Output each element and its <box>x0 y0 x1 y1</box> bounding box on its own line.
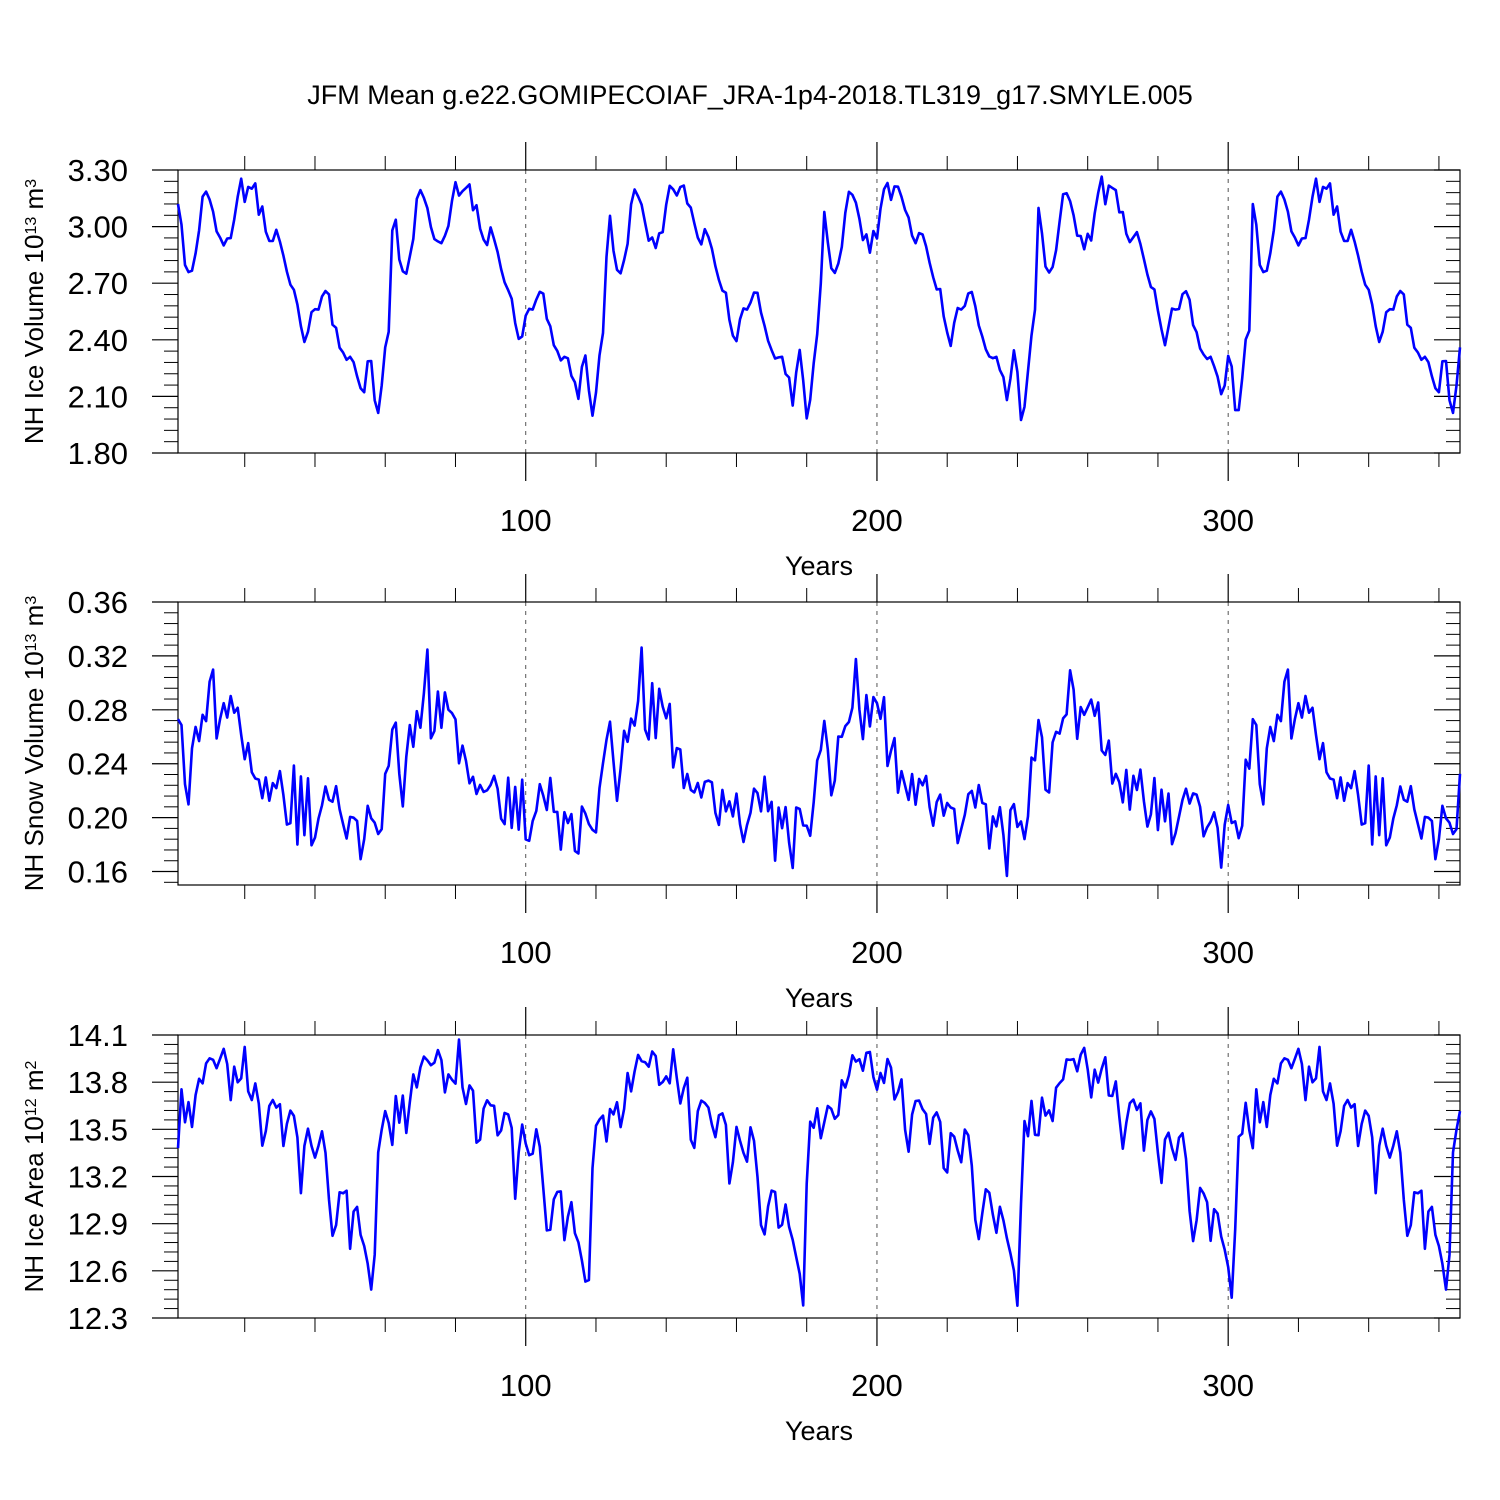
x-tick-label: 300 <box>1202 1368 1254 1403</box>
y-tick-label: 0.36 <box>68 585 128 620</box>
y-tick-label: 0.32 <box>68 639 128 674</box>
y-tick-label: 12.3 <box>68 1301 128 1336</box>
series-line <box>176 646 1462 878</box>
series-line <box>176 175 1462 422</box>
x-tick-label: 100 <box>500 935 552 970</box>
y-tick-label: 0.24 <box>68 747 128 782</box>
y-tick-label: 2.10 <box>68 379 128 414</box>
y-tick-label: 13.2 <box>68 1160 128 1195</box>
x-tick-label: 300 <box>1202 935 1254 970</box>
y-tick-label: 0.16 <box>68 855 128 890</box>
y-axis-label-part: m <box>19 1069 49 1098</box>
y-axis-label-superscript: 3 <box>23 179 40 188</box>
y-axis-label: NH Ice Volume 1013 m3 <box>19 179 49 444</box>
y-tick-label: 13.5 <box>68 1112 128 1147</box>
y-axis-label-part: NH Ice Volume 10 <box>19 235 49 445</box>
chart-title: JFM Mean g.e22.GOMIPECOIAF_JRA-1p4-2018.… <box>307 80 1193 110</box>
x-tick-label: 200 <box>851 935 903 970</box>
x-tick-label: 300 <box>1202 503 1254 538</box>
y-tick-label: 12.6 <box>68 1254 128 1289</box>
y-tick-label: 0.20 <box>68 801 128 836</box>
y-axis-label-superscript: 2 <box>23 1060 40 1069</box>
y-tick-label: 1.80 <box>68 436 128 471</box>
chart-panel-2: 100 200 300 0.16 0.20 0.24 0.28 0.32 0.36 Years NH… <box>19 574 1462 1013</box>
x-tick-label: 200 <box>851 1368 903 1403</box>
plot-frame <box>177 169 1461 454</box>
y-axis-label-superscript: 3 <box>23 596 40 605</box>
plot-frame <box>177 601 1461 886</box>
y-axis-label-part: m <box>19 605 49 634</box>
y-axis-label: NH Ice Area 1012 m2 <box>19 1060 49 1292</box>
y-axis-label-superscript: 12 <box>23 1098 40 1116</box>
y-axis-label-part: NH Ice Area 10 <box>19 1116 49 1292</box>
x-axis-label: Years <box>785 983 853 1013</box>
x-tick-label: 100 <box>500 503 552 538</box>
chart-panel-3: 100 200 300 12.3 12.6 12.9 13.2 13.5 13.8 14.1 Yea… <box>19 1007 1462 1446</box>
y-tick-label: 3.30 <box>68 153 128 188</box>
y-axis-label-superscript: 13 <box>23 633 40 651</box>
y-tick-label: 13.8 <box>68 1065 128 1100</box>
y-axis-label-superscript: 13 <box>23 217 40 235</box>
x-tick-label: 100 <box>500 1368 552 1403</box>
y-axis-label: NH Snow Volume 1013 m3 <box>19 596 49 892</box>
chart-panel-1: 100 200 300 1.80 2.10 2.40 2.70 3.00 3.30 Years NH… <box>19 142 1462 581</box>
series-line <box>176 1038 1462 1307</box>
y-tick-label: 12.9 <box>68 1207 128 1242</box>
x-axis-label: Years <box>785 1416 853 1446</box>
y-axis-label-part: m <box>19 188 49 217</box>
y-tick-label: 2.40 <box>68 323 128 358</box>
x-tick-label: 200 <box>851 503 903 538</box>
y-tick-label: 0.28 <box>68 693 128 728</box>
y-tick-label: 2.70 <box>68 266 128 301</box>
x-axis-label: Years <box>785 551 853 581</box>
y-tick-label: 14.1 <box>68 1018 128 1053</box>
y-axis-label-part: NH Snow Volume 10 <box>19 651 49 891</box>
y-tick-label: 3.00 <box>68 210 128 245</box>
